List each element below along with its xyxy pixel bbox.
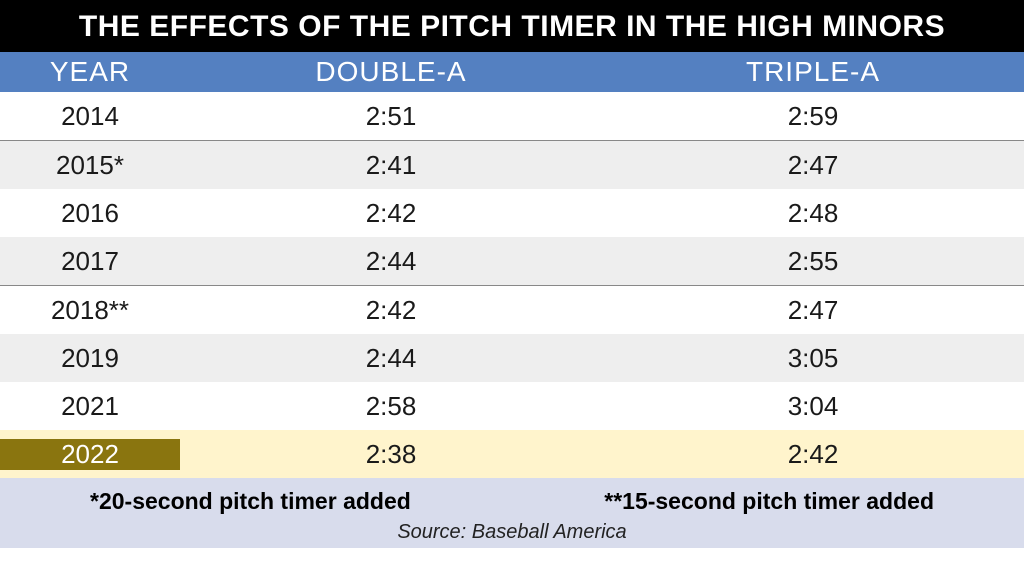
table-row: 2015*2:412:47 bbox=[0, 141, 1024, 189]
cell-triple-a: 2:47 bbox=[602, 295, 1024, 326]
table-row: 20222:382:42 bbox=[0, 430, 1024, 478]
cell-year: 2019 bbox=[0, 343, 180, 374]
cell-year: 2016 bbox=[0, 198, 180, 229]
cell-triple-a: 2:59 bbox=[602, 101, 1024, 132]
footnote-1: *20-second pitch timer added bbox=[90, 488, 411, 515]
cell-triple-a: 2:48 bbox=[602, 198, 1024, 229]
cell-triple-a: 3:05 bbox=[602, 343, 1024, 374]
table-header: YEAR DOUBLE-A TRIPLE-A bbox=[0, 52, 1024, 92]
cell-triple-a: 2:47 bbox=[602, 150, 1024, 181]
cell-year: 2017 bbox=[0, 246, 180, 277]
cell-double-a: 2:51 bbox=[180, 101, 602, 132]
cell-double-a: 2:44 bbox=[180, 246, 602, 277]
cell-year: 2021 bbox=[0, 391, 180, 422]
cell-year: 2022 bbox=[0, 439, 180, 470]
cell-double-a: 2:42 bbox=[180, 198, 602, 229]
col-year: YEAR bbox=[0, 56, 180, 88]
table-row: 20142:512:59 bbox=[0, 92, 1024, 140]
cell-double-a: 2:44 bbox=[180, 343, 602, 374]
table-body: 20142:512:592015*2:412:4720162:422:48201… bbox=[0, 92, 1024, 478]
cell-double-a: 2:38 bbox=[180, 439, 602, 470]
table-row: 20162:422:48 bbox=[0, 189, 1024, 237]
cell-double-a: 2:42 bbox=[180, 295, 602, 326]
source-line: Source: Baseball America bbox=[60, 521, 964, 544]
cell-double-a: 2:41 bbox=[180, 150, 602, 181]
table-row: 20212:583:04 bbox=[0, 382, 1024, 430]
cell-triple-a: 2:55 bbox=[602, 246, 1024, 277]
table-row: 20172:442:55 bbox=[0, 237, 1024, 285]
title-bar: THE EFFECTS OF THE PITCH TIMER IN THE HI… bbox=[0, 0, 1024, 52]
table-row: 2018**2:422:47 bbox=[0, 286, 1024, 334]
footnotes: *20-second pitch timer added **15-second… bbox=[60, 488, 964, 515]
cell-year: 2015* bbox=[0, 150, 180, 181]
cell-year: 2018** bbox=[0, 295, 180, 326]
col-triple-a: TRIPLE-A bbox=[602, 56, 1024, 88]
table-row: 20192:443:05 bbox=[0, 334, 1024, 382]
cell-year: 2014 bbox=[0, 101, 180, 132]
cell-double-a: 2:58 bbox=[180, 391, 602, 422]
cell-triple-a: 2:42 bbox=[602, 439, 1024, 470]
cell-triple-a: 3:04 bbox=[602, 391, 1024, 422]
footnote-2: **15-second pitch timer added bbox=[604, 488, 934, 515]
col-double-a: DOUBLE-A bbox=[180, 56, 602, 88]
chart-title: THE EFFECTS OF THE PITCH TIMER IN THE HI… bbox=[79, 10, 945, 43]
footer: *20-second pitch timer added **15-second… bbox=[0, 478, 1024, 548]
